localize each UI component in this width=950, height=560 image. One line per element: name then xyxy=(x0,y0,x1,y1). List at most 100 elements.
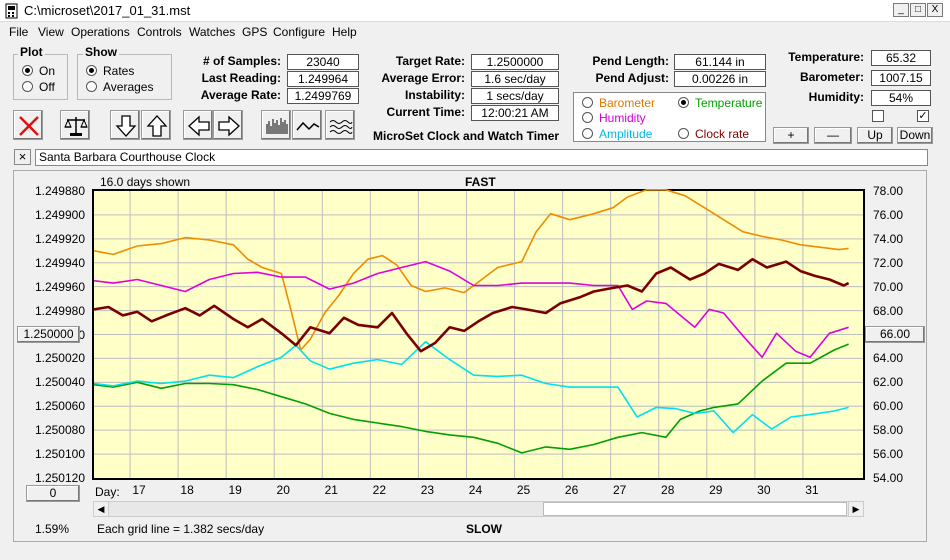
line-view-button[interactable] xyxy=(292,110,322,140)
bars-icon xyxy=(266,118,288,134)
y-tick-left-label: 1.249980 xyxy=(34,303,85,318)
y-tick-left-label: 1.250040 xyxy=(34,375,85,390)
clear-name-button[interactable]: × xyxy=(14,149,31,165)
maximize-button[interactable]: □ xyxy=(910,3,926,17)
x-tick-label: 26 xyxy=(564,483,579,497)
menu-help[interactable]: Help xyxy=(332,25,357,39)
window-title: C:\microset\2017_01_31.mst xyxy=(24,3,191,18)
instability-value: 1 secs/day xyxy=(471,88,559,104)
menu-controls[interactable]: Controls xyxy=(137,25,182,39)
temperature-label: Temperature: xyxy=(788,50,864,64)
average-error-label: Average Error: xyxy=(381,71,465,85)
barometer-value: 1007.15 xyxy=(871,70,931,86)
env-checkbox-2[interactable]: ✓ xyxy=(917,110,929,122)
clock-name-input[interactable]: Santa Barbara Courthouse Clock xyxy=(35,149,928,166)
menu-configure[interactable]: Configure xyxy=(273,25,326,39)
y-tick-left-label: 1.249960 xyxy=(34,279,85,294)
humidity-label: Humidity: xyxy=(808,90,864,104)
temperature-value: 65.32 xyxy=(871,50,931,66)
samples-value: 23040 xyxy=(287,54,359,70)
y-tick-left-label: 1.250100 xyxy=(34,447,85,462)
last-reading-value: 1.249964 xyxy=(287,71,359,87)
series-barometer xyxy=(93,189,849,351)
close-button[interactable]: X xyxy=(927,3,943,17)
y-tick-left-label: 1.250060 xyxy=(34,399,85,414)
balance-scale-icon xyxy=(64,117,88,136)
env-checkbox-1[interactable] xyxy=(872,110,884,122)
env-down-button[interactable]: Down xyxy=(897,127,933,144)
average-rate-value: 1.2499769 xyxy=(287,88,359,104)
down-arrow-button[interactable] xyxy=(110,110,140,140)
bars-view-button[interactable] xyxy=(261,110,291,140)
wave-view-button[interactable] xyxy=(325,110,355,140)
series-clock-rate xyxy=(93,257,850,353)
scrollbar-thumb[interactable] xyxy=(543,502,847,516)
env-up-button[interactable]: Up xyxy=(857,127,893,144)
sensor-humidity-label: Humidity xyxy=(599,111,646,125)
show-rates-label: Rates xyxy=(103,64,135,78)
sensor-humidity-radio[interactable] xyxy=(582,112,593,123)
sensor-temperature-radio[interactable] xyxy=(678,97,689,108)
scroll-left-arrow-icon[interactable]: ◀ xyxy=(93,501,109,517)
env-minus-button[interactable]: — xyxy=(814,127,852,144)
chart-series xyxy=(93,189,850,454)
x-tick-label: 17 xyxy=(132,483,146,497)
scroll-right-arrow-icon[interactable]: ▶ xyxy=(848,501,864,517)
rate-center-button[interactable]: 1.250000 xyxy=(17,326,80,343)
x-tick-label: 23 xyxy=(420,483,435,497)
y-tick-right-label: 54.00 xyxy=(873,471,904,485)
x-tick-label: 29 xyxy=(709,483,723,497)
y-tick-right-label: 70.00 xyxy=(873,279,904,294)
plot-off-radio[interactable] xyxy=(22,81,33,92)
red-x-icon xyxy=(19,116,39,136)
target-rate-value: 1.2500000 xyxy=(471,54,559,70)
y-tick-right-label: 72.00 xyxy=(873,255,904,270)
y-tick-left-label: 1.249880 xyxy=(34,184,85,198)
samples-label: # of Samples: xyxy=(202,54,281,68)
offset-button[interactable]: 0 xyxy=(26,485,80,502)
menu-operations[interactable]: Operations xyxy=(71,25,130,39)
sensor-amplitude-label: Amplitude xyxy=(599,127,653,141)
left-arrow-button[interactable] xyxy=(183,110,213,140)
pend-adjust-label: Pend Adjust: xyxy=(595,71,669,85)
show-averages-radio[interactable] xyxy=(86,81,97,92)
temp-center-button[interactable]: 66.00 xyxy=(865,326,925,343)
x-tick-label: 27 xyxy=(612,483,627,497)
down-arrow-icon xyxy=(115,115,137,137)
last-reading-label: Last Reading: xyxy=(201,71,281,85)
right-arrow-button[interactable] xyxy=(213,110,243,140)
product-title: MicroSet Clock and Watch Timer xyxy=(373,129,560,143)
series-humidity xyxy=(93,260,849,359)
clear-x-button[interactable] xyxy=(13,110,43,140)
slow-label: SLOW xyxy=(466,522,502,536)
current-time-value: 12:00:21 AM xyxy=(471,105,559,121)
y-tick-right-label: 68.00 xyxy=(873,303,904,318)
menu-file[interactable]: File xyxy=(9,25,29,39)
barometer-label: Barometer: xyxy=(799,70,864,84)
sensor-clockrate-label: Clock rate xyxy=(695,127,750,141)
env-plus-button[interactable]: + xyxy=(773,127,809,144)
sensor-clockrate-radio[interactable] xyxy=(678,128,689,139)
balance-button[interactable] xyxy=(60,110,90,140)
y-tick-left-label: 1.250120 xyxy=(34,471,85,485)
sensor-barometer-radio[interactable] xyxy=(582,97,593,108)
sensor-select-group xyxy=(573,92,766,142)
x-tick-label: 25 xyxy=(516,483,531,497)
sensor-amplitude-radio[interactable] xyxy=(582,128,593,139)
y-tick-right-label: 58.00 xyxy=(873,423,904,438)
app-icon xyxy=(4,3,20,19)
menu-watches[interactable]: Watches xyxy=(189,25,236,39)
plot-off-label: Off xyxy=(39,80,55,94)
menu-view[interactable]: View xyxy=(38,25,64,39)
y-tick-right-label: 64.00 xyxy=(873,351,904,366)
y-tick-right-label: 78.00 xyxy=(873,184,904,198)
up-arrow-button[interactable] xyxy=(141,110,171,140)
percent-label: 1.59% xyxy=(35,522,70,536)
plot-on-radio[interactable] xyxy=(22,65,33,76)
plot-group-label: Plot xyxy=(18,45,45,59)
minimize-button[interactable]: _ xyxy=(893,3,909,17)
show-rates-radio[interactable] xyxy=(86,65,97,76)
series-amplitude xyxy=(93,340,849,434)
menu-gps[interactable]: GPS xyxy=(242,25,268,39)
y-tick-right-label: 76.00 xyxy=(873,207,904,222)
